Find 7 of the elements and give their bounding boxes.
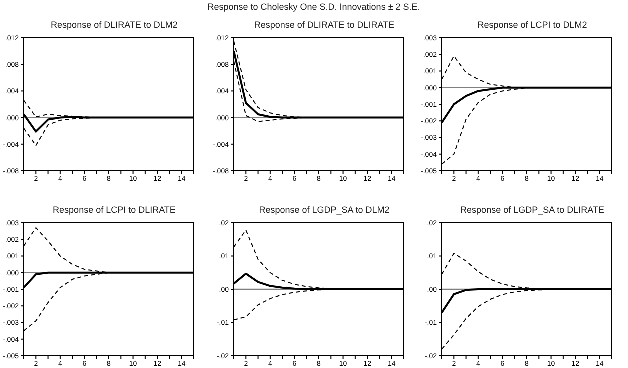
chart-title: Response of LCPI to DLIRATE xyxy=(52,205,177,217)
chart-title: Response of DLIRATE to DLM2 xyxy=(50,20,179,32)
chart-title: Response of LGDP_SA to DLM2 xyxy=(258,205,391,217)
text: Response to Cholesky One S.D. Innovations ± 2 S.E. xyxy=(206,2,422,12)
chart-title: Response of DLIRATE to DLIRATE xyxy=(253,20,396,32)
chart-title: Response of LCPI to DLM2 xyxy=(476,20,588,32)
chart-title: Response of LGDP_SA to DLIRATE xyxy=(460,205,606,217)
